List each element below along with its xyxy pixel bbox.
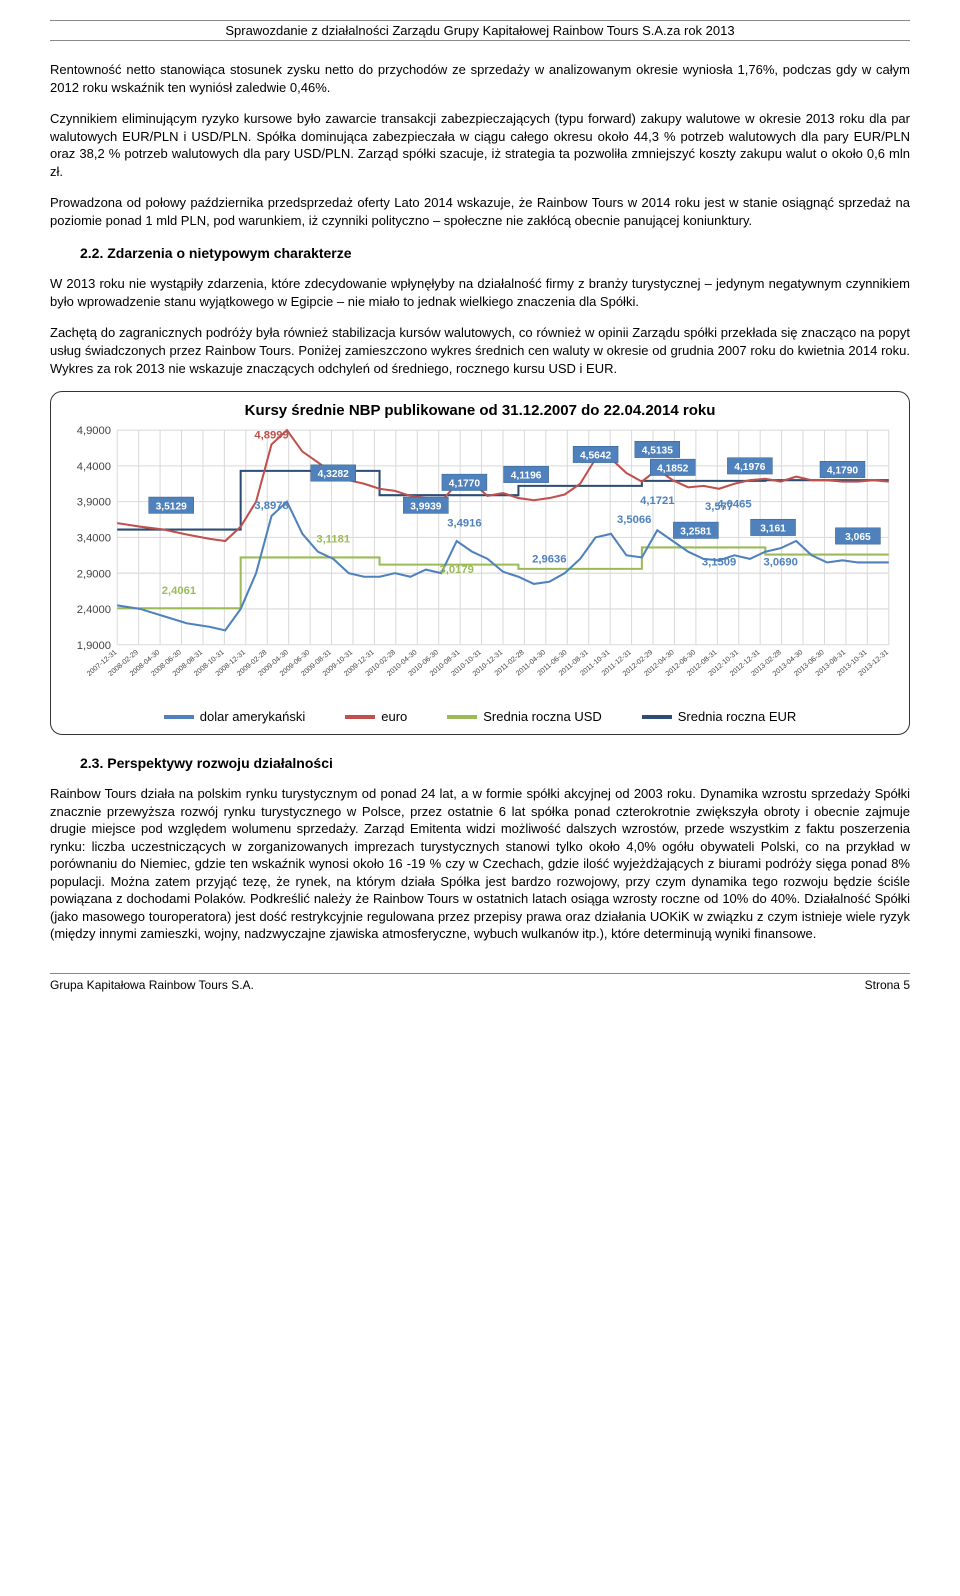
svg-text:4,4000: 4,4000 [77, 461, 111, 473]
svg-text:3,5066: 3,5066 [617, 514, 651, 526]
legend-swatch [164, 715, 194, 719]
svg-text:2,9636: 2,9636 [532, 554, 566, 566]
chart-svg: 4,9000 4,4000 3,9000 3,4000 2,9000 2,4000 1,90… [61, 425, 899, 701]
svg-text:4,1976: 4,1976 [734, 462, 766, 473]
paragraph-3: Prowadzona od połowy października przeds… [50, 194, 910, 229]
legend-label: Srednia roczna USD [483, 709, 602, 724]
exchange-rate-chart: Kursy średnie NBP publikowane od 31.12.2… [50, 391, 910, 735]
svg-text:4,1790: 4,1790 [827, 466, 859, 477]
svg-text:3,8978: 3,8978 [254, 500, 288, 512]
svg-text:4,9000: 4,9000 [77, 425, 111, 437]
svg-text:3,5129: 3,5129 [156, 501, 188, 512]
legend-item: euro [345, 709, 407, 724]
svg-text:4,8999: 4,8999 [254, 430, 288, 442]
svg-text:4,1196: 4,1196 [511, 471, 542, 482]
svg-text:3,2581: 3,2581 [680, 526, 712, 537]
legend-swatch [447, 715, 477, 719]
svg-text:4,3282: 4,3282 [318, 469, 350, 480]
legend-item: Srednia roczna USD [447, 709, 602, 724]
paragraph-1: Rentowność netto stanowiąca stosunek zys… [50, 61, 910, 96]
chart-title: Kursy średnie NBP publikowane od 31.12.2… [61, 402, 899, 419]
page-header: Sprawozdanie z działalności Zarządu Grup… [50, 20, 910, 41]
legend-swatch [345, 715, 375, 719]
legend-item: dolar amerykański [164, 709, 306, 724]
page-footer: Grupa Kapitałowa Rainbow Tours S.A. Stro… [50, 973, 910, 992]
svg-text:2,4061: 2,4061 [162, 585, 196, 597]
footer-right: Strona 5 [865, 978, 910, 992]
svg-text:2,9000: 2,9000 [77, 568, 111, 580]
paragraph-2: Czynnikiem eliminującym ryzyko kursowe b… [50, 110, 910, 180]
svg-text:2,4000: 2,4000 [77, 604, 111, 616]
paragraph-4: W 2013 roku nie wystąpiły zdarzenia, któ… [50, 275, 910, 310]
legend-swatch [642, 715, 672, 719]
section-22-heading: 2.2. Zdarzenia o nietypowym charakterze [80, 245, 910, 261]
svg-text:4,1852: 4,1852 [657, 464, 689, 475]
svg-text:3,1181: 3,1181 [316, 534, 350, 546]
header-title: Sprawozdanie z działalności Zarządu Grup… [225, 23, 734, 38]
svg-text:1,9000: 1,9000 [77, 640, 111, 652]
svg-text:3,9000: 3,9000 [77, 497, 111, 509]
svg-text:3,0690: 3,0690 [764, 556, 798, 568]
legend-label: dolar amerykański [200, 709, 306, 724]
footer-left: Grupa Kapitałowa Rainbow Tours S.A. [50, 978, 254, 992]
paragraph-5: Zachętą do zagranicznych podróży była ró… [50, 324, 910, 377]
svg-text:4,1721: 4,1721 [640, 495, 674, 507]
legend-label: euro [381, 709, 407, 724]
svg-text:3,4000: 3,4000 [77, 533, 111, 545]
svg-text:3,9939: 3,9939 [410, 501, 442, 512]
svg-text:4,5135: 4,5135 [642, 446, 674, 457]
legend-label: Srednia roczna EUR [678, 709, 797, 724]
section-23-heading: 2.3. Perspektywy rozwoju działalności [80, 755, 910, 771]
svg-text:3,1509: 3,1509 [702, 556, 736, 568]
legend-item: Srednia roczna EUR [642, 709, 797, 724]
svg-text:4,1770: 4,1770 [449, 479, 481, 490]
svg-text:3,065: 3,065 [845, 532, 871, 543]
svg-text:4,5642: 4,5642 [580, 451, 612, 462]
chart-legend: dolar amerykański euro Srednia roczna USD S… [61, 709, 899, 724]
paragraph-6: Rainbow Tours działa na polskim rynku tu… [50, 785, 910, 943]
svg-text:3,4916: 3,4916 [447, 518, 481, 530]
svg-text:3,161: 3,161 [760, 524, 786, 535]
svg-text:4,0465: 4,0465 [717, 498, 751, 510]
svg-text:3,0179: 3,0179 [440, 564, 474, 576]
